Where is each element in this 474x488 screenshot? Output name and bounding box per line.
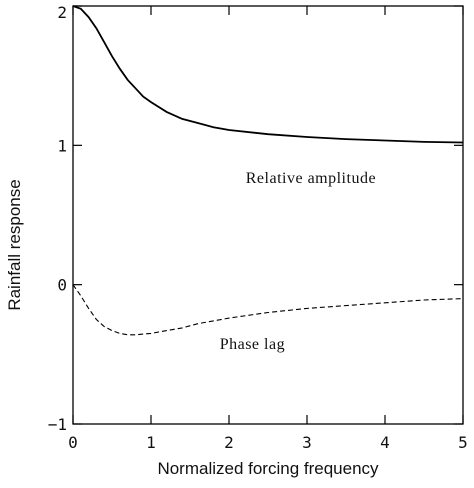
y-tick-label: 1 [57, 136, 67, 155]
plot-frame [72, 5, 464, 425]
y-tick-label: 2 [57, 3, 67, 22]
x-tick-label: 4 [380, 433, 390, 452]
annotations: Relative amplitude Phase lag [220, 170, 376, 353]
x-tick-label: 2 [224, 433, 234, 452]
x-tick-label: 3 [302, 433, 312, 452]
y-tick-label: 0 [57, 276, 67, 295]
data-series [72, 5, 464, 336]
annotation-label: Phase lag [220, 336, 285, 353]
x-tick-label: 5 [458, 433, 468, 452]
phase-lag-line [72, 284, 464, 336]
y-tick-label: −1 [48, 415, 67, 434]
y-axis-label: Rainfall response [5, 179, 24, 310]
annotation-label: Relative amplitude [246, 170, 376, 187]
tick-marks [72, 5, 464, 425]
x-tick-label: 1 [146, 433, 156, 452]
relative-amplitude-line [72, 5, 464, 144]
x-tick-label: 0 [68, 433, 78, 452]
x-axis-label: Normalized forcing frequency [157, 459, 379, 478]
